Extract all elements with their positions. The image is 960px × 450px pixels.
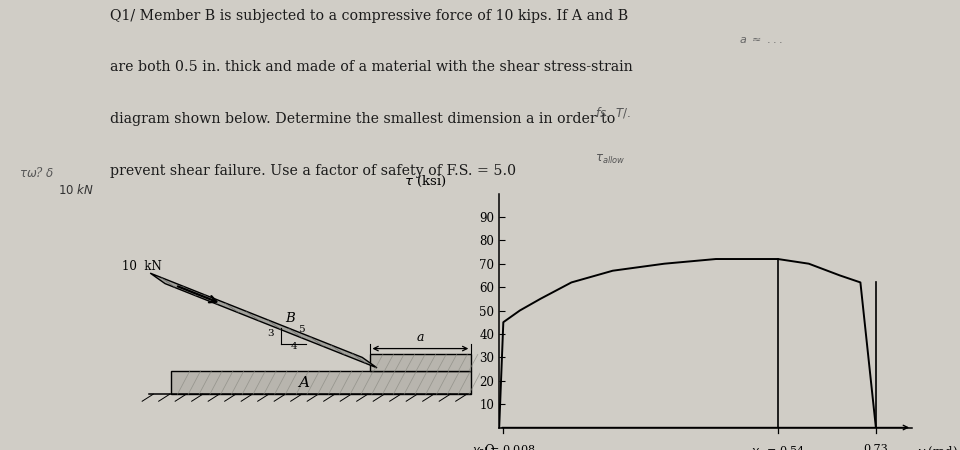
Text: a: a [417,331,424,344]
Text: are both 0.5 in. thick and made of a material with the shear stress-strain: are both 0.5 in. thick and made of a mat… [110,60,634,75]
Text: $fs.\ T/.$: $fs.\ T/.$ [595,105,631,120]
Text: $a\ \approx\ ...$: $a\ \approx\ ...$ [739,35,782,45]
Text: $10\ kN$: $10\ kN$ [58,184,94,198]
Polygon shape [150,273,377,368]
Text: 4: 4 [290,342,297,351]
Bar [370,355,471,371]
Text: $\gamma$ (rad): $\gamma$ (rad) [917,444,958,450]
Text: A: A [298,376,309,390]
Text: 10  kN: 10 kN [122,260,162,273]
Text: Q1/ Member B is subjected to a compressive force of 10 kips. If A and B: Q1/ Member B is subjected to a compressi… [110,9,629,22]
Text: $\gamma_{pl}$ = 0.008: $\gamma_{pl}$ = 0.008 [471,444,535,450]
Text: $\tau_{allow}$: $\tau_{allow}$ [595,153,626,166]
Text: 3: 3 [267,328,274,338]
Text: prevent shear failure. Use a factor of safety of F.S. = 5.0: prevent shear failure. Use a factor of s… [110,164,516,178]
Text: $\gamma_u$ = 0.54: $\gamma_u$ = 0.54 [751,444,805,450]
Text: O: O [485,444,494,450]
Bar [171,371,471,394]
Text: B: B [285,312,295,324]
Text: 5: 5 [298,325,304,334]
Text: 0.73: 0.73 [863,444,888,450]
Y-axis label: $\tau$ (ksi): $\tau$ (ksi) [403,174,446,189]
Text: diagram shown below. Determine the smallest dimension a in order to: diagram shown below. Determine the small… [110,112,615,126]
Text: $\tau\omega$? $\delta$: $\tau\omega$? $\delta$ [19,166,55,180]
